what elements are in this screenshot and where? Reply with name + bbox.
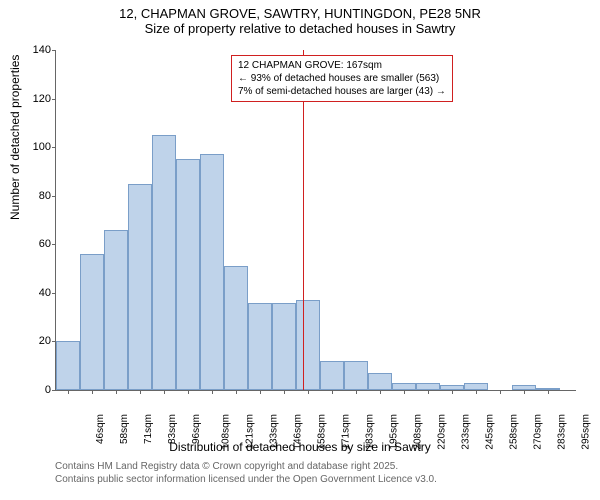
title-line1: 12, CHAPMAN GROVE, SAWTRY, HUNTINGDON, P… — [0, 0, 600, 21]
y-tick-label: 120 — [21, 93, 51, 105]
histogram-bar — [176, 159, 200, 390]
histogram-bar — [224, 266, 248, 390]
y-tick-mark — [52, 99, 56, 100]
x-tick-mark — [308, 390, 309, 394]
y-tick-label: 60 — [21, 238, 51, 250]
histogram-bar — [392, 383, 416, 390]
x-tick-mark — [356, 390, 357, 394]
histogram-bar — [272, 303, 296, 390]
x-tick-mark — [380, 390, 381, 394]
x-tick-mark — [284, 390, 285, 394]
footnote: Contains HM Land Registry data © Crown c… — [55, 460, 437, 486]
y-tick-mark — [52, 244, 56, 245]
y-tick-label: 140 — [21, 44, 51, 56]
x-tick-mark — [500, 390, 501, 394]
x-axis-label: Distribution of detached houses by size … — [0, 440, 600, 454]
footnote-line2: Contains public sector information licen… — [55, 473, 437, 486]
chart-container: 12, CHAPMAN GROVE, SAWTRY, HUNTINGDON, P… — [0, 0, 600, 500]
histogram-bar — [344, 361, 368, 390]
y-tick-mark — [52, 293, 56, 294]
footnote-line1: Contains HM Land Registry data © Crown c… — [55, 460, 437, 473]
histogram-bar — [248, 303, 272, 390]
annotation-line: 12 CHAPMAN GROVE: 167sqm — [238, 59, 446, 72]
histogram-bar — [128, 184, 152, 390]
x-tick-mark — [236, 390, 237, 394]
y-tick-mark — [52, 147, 56, 148]
x-tick-mark — [476, 390, 477, 394]
x-tick-mark — [260, 390, 261, 394]
y-tick-label: 40 — [21, 287, 51, 299]
histogram-bar — [368, 373, 392, 390]
x-tick-mark — [116, 390, 117, 394]
y-tick-label: 100 — [21, 141, 51, 153]
x-tick-mark — [404, 390, 405, 394]
histogram-bar — [296, 300, 320, 390]
x-tick-mark — [68, 390, 69, 394]
annotation-line: ← 93% of detached houses are smaller (56… — [238, 72, 446, 85]
annotation-line: 7% of semi-detached houses are larger (4… — [238, 85, 446, 98]
histogram-bar — [80, 254, 104, 390]
x-tick-mark — [188, 390, 189, 394]
x-tick-mark — [524, 390, 525, 394]
histogram-bar — [152, 135, 176, 390]
x-tick-mark — [332, 390, 333, 394]
histogram-bar — [104, 230, 128, 390]
x-tick-mark — [92, 390, 93, 394]
y-tick-mark — [52, 196, 56, 197]
x-tick-mark — [140, 390, 141, 394]
y-tick-mark — [52, 50, 56, 51]
title-line2: Size of property relative to detached ho… — [0, 21, 600, 36]
x-tick-mark — [452, 390, 453, 394]
y-tick-label: 20 — [21, 335, 51, 347]
x-tick-mark — [164, 390, 165, 394]
histogram-bar — [416, 383, 440, 390]
y-tick-label: 0 — [21, 384, 51, 396]
x-tick-mark — [428, 390, 429, 394]
histogram-bar — [56, 341, 80, 390]
annotation-box: 12 CHAPMAN GROVE: 167sqm← 93% of detache… — [231, 55, 453, 102]
histogram-bar — [200, 154, 224, 390]
y-tick-mark — [52, 390, 56, 391]
x-tick-mark — [548, 390, 549, 394]
x-tick-mark — [212, 390, 213, 394]
y-tick-label: 80 — [21, 190, 51, 202]
y-axis-label: Number of detached properties — [8, 55, 22, 220]
histogram-bar — [320, 361, 344, 390]
histogram-bar — [464, 383, 488, 390]
plot-area: 02040608010012014046sqm58sqm71sqm83sqm96… — [55, 50, 576, 391]
